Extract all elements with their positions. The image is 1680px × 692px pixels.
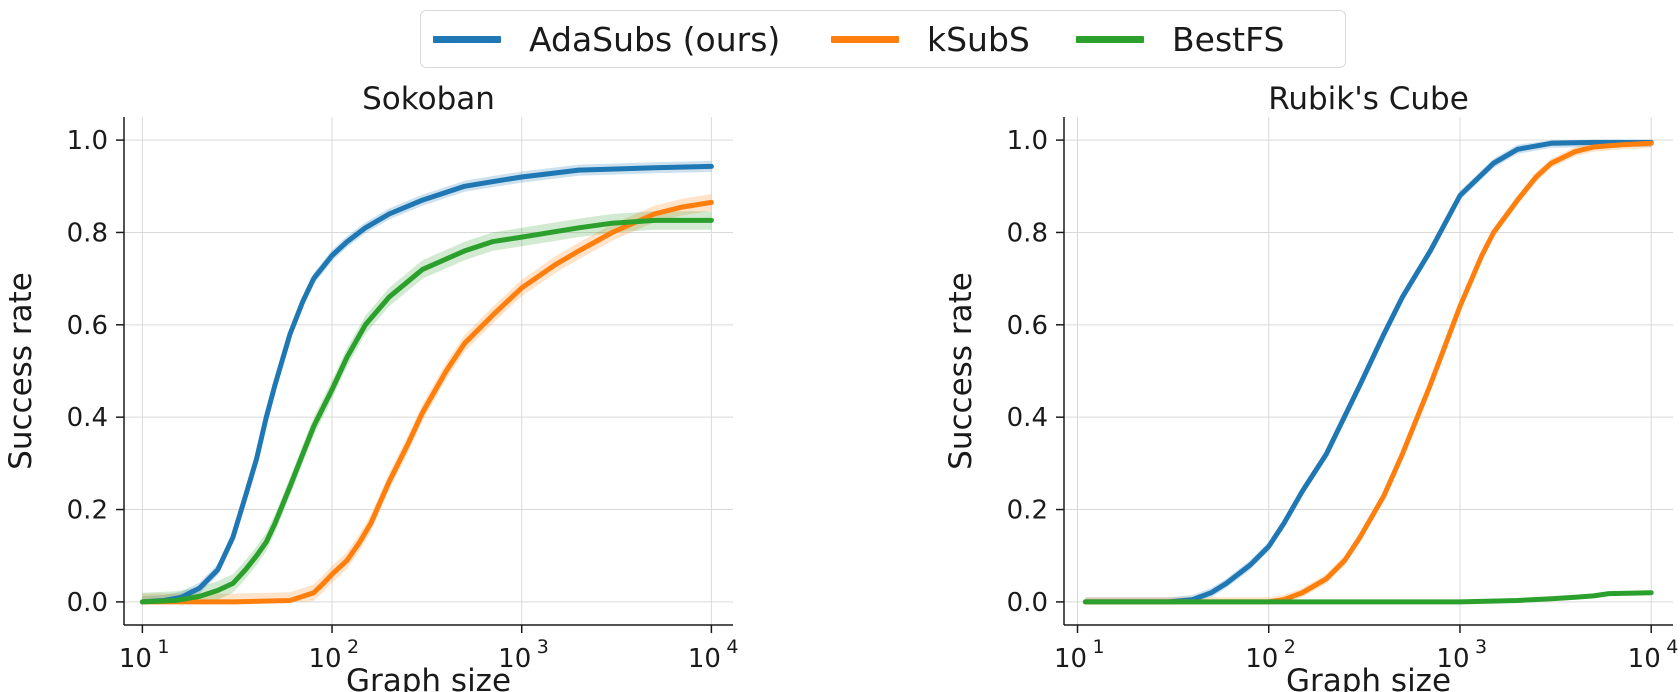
x-axis-label: Graph size xyxy=(346,663,511,692)
legend-swatch-adasubs xyxy=(433,35,501,43)
legend-label-bestfs: BestFS xyxy=(1172,19,1285,59)
y-axis-label: Success rate xyxy=(943,272,979,470)
series-line-bestfs xyxy=(139,217,714,605)
legend: AdaSubs (ours) kSubS BestFS xyxy=(420,10,1346,68)
y-tick-label: 0.6 xyxy=(67,311,108,341)
y-tick-label: 0.4 xyxy=(67,403,108,433)
legend-item-adasubs: AdaSubs (ours) xyxy=(421,11,819,67)
x-tick-label: 10 xyxy=(1054,644,1087,674)
x-tick-label: 10 xyxy=(1436,644,1469,674)
x-tick-exponent: 3 xyxy=(537,636,549,658)
band-ksubs xyxy=(142,194,712,602)
chart-title: Sokoban xyxy=(362,81,495,117)
legend-swatch-bestfs xyxy=(1076,35,1144,43)
x-tick-label: 10 xyxy=(688,644,721,674)
y-tick-label: 1.0 xyxy=(67,126,108,156)
x-tick-label: 10 xyxy=(1628,644,1661,674)
x-tick-label: 10 xyxy=(119,644,152,674)
y-tick-label: 0.8 xyxy=(67,218,108,248)
series-line-ksubs xyxy=(1082,140,1654,605)
x-tick-label: 10 xyxy=(309,644,342,674)
y-axis-label: Success rate xyxy=(3,272,39,470)
y-tick-label: 0.0 xyxy=(67,588,108,618)
panel-sokoban: 0.00.20.40.60.81.010 1 10 2 10 3 10 4SokobanGra… xyxy=(3,81,738,692)
x-axis-label: Graph size xyxy=(1286,663,1451,692)
x-tick-exponent: 4 xyxy=(726,636,738,658)
legend-label-adasubs: AdaSubs (ours) xyxy=(529,19,781,59)
series-line-adasubs-ours xyxy=(139,163,714,605)
x-tick-exponent: 1 xyxy=(1092,636,1104,658)
legend-swatch-ksubs xyxy=(831,35,899,43)
x-tick-exponent: 4 xyxy=(1666,636,1678,658)
y-tick-label: 1.0 xyxy=(1007,126,1048,156)
x-tick-exponent: 1 xyxy=(157,636,169,658)
x-tick-exponent: 2 xyxy=(347,636,359,658)
legend-item-bestfs: BestFS xyxy=(1064,11,1284,67)
y-tick-label: 0.6 xyxy=(1007,311,1048,341)
legend-label-ksubs: kSubS xyxy=(927,19,1030,59)
series-line-ksubs xyxy=(139,199,714,605)
series-line-bestfs xyxy=(1082,590,1654,605)
y-tick-label: 0.2 xyxy=(67,496,108,526)
x-tick-exponent: 2 xyxy=(1284,636,1296,658)
series-line-adasubs-ours xyxy=(1082,139,1654,605)
legend-item-ksubs: kSubS xyxy=(819,11,1064,67)
x-tick-label: 10 xyxy=(498,644,531,674)
y-tick-label: 0.0 xyxy=(1007,588,1048,618)
x-tick-exponent: 3 xyxy=(1475,636,1487,658)
x-tick-label: 10 xyxy=(1245,644,1278,674)
y-tick-label: 0.8 xyxy=(1007,218,1048,248)
y-tick-label: 0.2 xyxy=(1007,496,1048,526)
y-tick-label: 0.4 xyxy=(1007,403,1048,433)
chart-title: Rubik's Cube xyxy=(1268,81,1469,117)
